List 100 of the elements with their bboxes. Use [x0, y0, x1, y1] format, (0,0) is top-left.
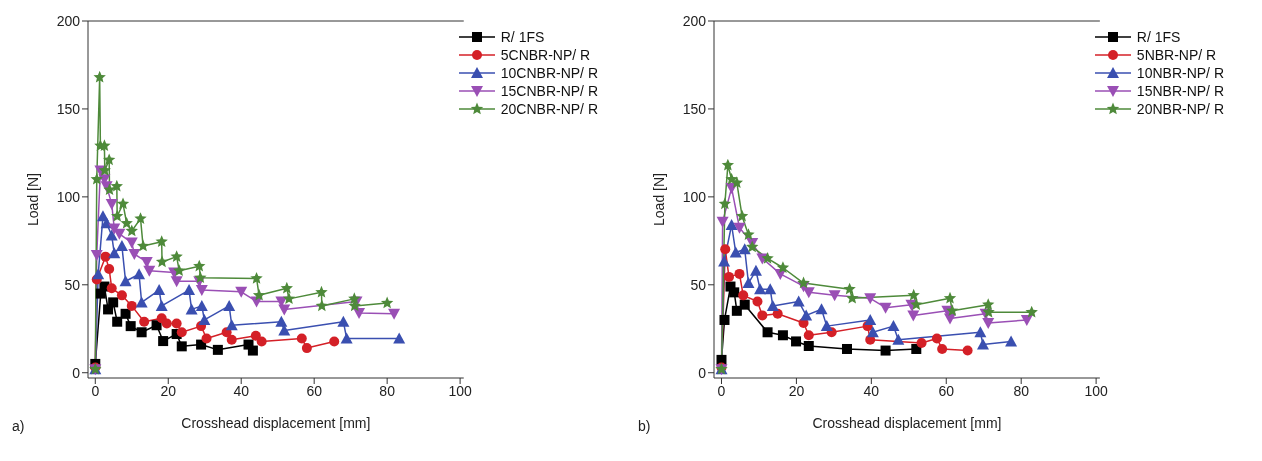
point [128, 249, 141, 261]
x-tick-label: 80 [379, 382, 396, 399]
point [716, 216, 729, 228]
point [110, 179, 123, 192]
point [843, 282, 856, 295]
point [761, 251, 774, 264]
point [791, 336, 802, 347]
point [803, 330, 814, 341]
x-tick-label: 20 [788, 382, 805, 399]
point [943, 291, 957, 304]
point [803, 340, 814, 351]
point [864, 313, 877, 325]
legend-label: R/ 1FS [1136, 29, 1181, 45]
y-tick-label: 100 [682, 188, 707, 205]
x-tick-label: 60 [938, 382, 955, 399]
legend-label: 10NBR-NP/ R [1136, 65, 1224, 81]
point [982, 298, 995, 310]
point [176, 327, 187, 338]
point [275, 315, 288, 327]
point [201, 333, 212, 344]
point [183, 284, 196, 296]
point [733, 222, 746, 234]
point [158, 336, 169, 347]
point [777, 330, 788, 341]
point [723, 271, 734, 282]
point [212, 344, 223, 355]
point [250, 330, 261, 341]
point [841, 343, 852, 354]
y-tick-label: 100 [56, 188, 81, 205]
point [296, 333, 307, 344]
point [880, 345, 891, 356]
point [153, 284, 166, 296]
point [225, 319, 238, 331]
point [937, 343, 948, 354]
y-tick-label: 0 [698, 364, 707, 381]
point [98, 139, 111, 152]
x-tick-label: 40 [863, 382, 880, 399]
point [193, 259, 206, 272]
legend-label: 15NBR-NP/ R [1136, 83, 1224, 99]
point [792, 295, 805, 307]
point [120, 308, 131, 319]
point [776, 261, 790, 273]
y-axis-title: Load [N] [650, 173, 667, 226]
point [907, 288, 920, 301]
point [196, 339, 207, 350]
x-tick-label: 100 [1084, 382, 1109, 399]
point [105, 198, 118, 210]
point [195, 299, 208, 311]
y-tick-label: 50 [690, 276, 707, 293]
x-axis-title: Crosshead displacement [mm] [812, 415, 1002, 431]
point [742, 228, 755, 240]
point [907, 310, 920, 322]
point [725, 219, 738, 230]
y-tick-label: 0 [72, 364, 81, 381]
point [329, 336, 340, 347]
point [280, 281, 293, 294]
point [170, 276, 183, 288]
point [143, 265, 156, 277]
point [380, 296, 394, 309]
point [976, 338, 989, 350]
x-axis-title: Crosshead displacement [mm] [181, 415, 371, 431]
point [752, 296, 763, 307]
point [125, 321, 136, 332]
point [173, 264, 186, 276]
point [170, 250, 183, 262]
point [738, 290, 749, 301]
point [749, 264, 762, 276]
point [104, 263, 115, 274]
point [910, 298, 923, 310]
point [946, 304, 959, 317]
point [126, 300, 137, 311]
point [90, 172, 103, 185]
point [974, 326, 987, 338]
point [797, 276, 810, 289]
point [301, 343, 312, 354]
point [800, 309, 813, 321]
y-tick-label: 150 [682, 100, 707, 117]
point [185, 303, 198, 315]
y-tick-label: 50 [64, 276, 81, 293]
point [720, 244, 731, 255]
point [106, 283, 117, 294]
x-tick-label: 20 [160, 382, 177, 399]
point [864, 293, 877, 305]
point [340, 332, 353, 344]
point [100, 251, 111, 262]
point [155, 235, 168, 247]
point [731, 305, 742, 316]
point [136, 239, 150, 252]
point [223, 299, 236, 311]
point [108, 297, 119, 308]
point [125, 237, 138, 249]
point [388, 308, 401, 320]
point [887, 320, 900, 332]
point [734, 268, 745, 279]
point [315, 299, 329, 312]
point [1025, 305, 1038, 318]
point [815, 303, 828, 315]
legend-label: 20CNBR-NP/ R [500, 101, 598, 117]
point [125, 224, 138, 237]
x-tick-label: 100 [448, 382, 472, 399]
